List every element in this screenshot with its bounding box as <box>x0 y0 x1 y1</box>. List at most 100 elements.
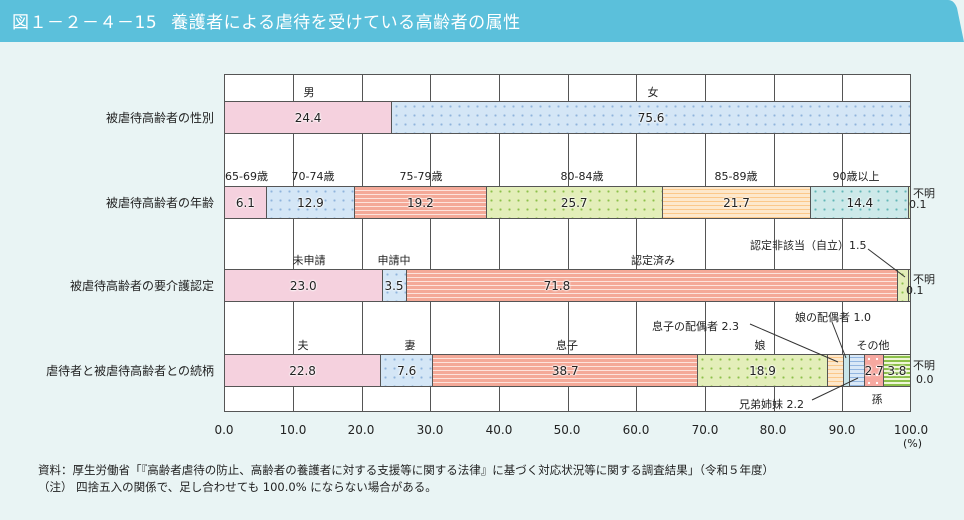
gridline <box>499 75 500 411</box>
gridline <box>293 75 294 411</box>
category-label-85-89: 85-89歳 <box>714 170 758 183</box>
annotation-care-unknown-label: 不明 <box>913 273 935 286</box>
x-tick: 40.0 <box>485 423 513 437</box>
value-label: 18.9 <box>749 363 776 378</box>
segment-son: 38.7 <box>433 355 699 386</box>
x-tick: 60.0 <box>622 423 650 437</box>
figure-number: 図１－２－４－15 <box>12 13 158 33</box>
annotation-relationship-unknown-value: 0.0 <box>916 373 934 386</box>
category-label-75-79: 75-79歳 <box>399 170 443 183</box>
row-label-care-level: 被虐待高齢者の要介護認定 <box>69 279 214 293</box>
category-label-daughter: 娘 <box>754 339 766 352</box>
segment-wife: 7.6 <box>381 355 434 386</box>
gridline <box>842 75 843 411</box>
x-tick: 50.0 <box>553 423 581 437</box>
segment-siblings <box>850 355 866 386</box>
segment-non-applicable <box>898 270 910 301</box>
bar-care-level: 23.0 3.5 71.8 <box>225 269 910 302</box>
segment-care-unknown <box>909 270 910 301</box>
figure-title-bar: 図１－２－４－15 養護者による虐待を受けている高齢者の属性 <box>0 0 964 42</box>
segment-90-plus: 14.4 <box>811 187 910 218</box>
segment-other: 3.8 <box>883 355 910 386</box>
segment-75-79: 19.2 <box>355 187 487 218</box>
x-tick: 0.0 <box>214 423 234 437</box>
value-label: 3.8 <box>887 363 907 378</box>
category-label-70-74: 70-74歳 <box>291 170 335 183</box>
value-label: 14.4 <box>846 195 874 210</box>
gridline <box>568 75 569 411</box>
figure-title: 図１－２－４－15 養護者による虐待を受けている高齢者の属性 <box>12 8 521 33</box>
value-label: 25.7 <box>560 195 588 210</box>
x-tick: 100.0 <box>893 423 929 437</box>
footnote: （注） 四捨五入の関係で、足し合わせても 100.0% にならない場合がある。 <box>38 480 437 494</box>
bar-age: 6.1 12.9 19.2 25.7 21.7 14.4 <box>225 186 910 219</box>
value-label: 3.5 <box>384 278 404 293</box>
x-tick: 80.0 <box>759 423 787 437</box>
gridline <box>430 75 431 411</box>
segment-not-applied: 23.0 <box>225 270 383 301</box>
value-label: 19.2 <box>407 195 434 210</box>
value-label: 7.6 <box>397 363 417 378</box>
annotation-age-unknown-value: 0.1 <box>909 198 927 211</box>
segment-certified: 71.8 <box>406 270 899 301</box>
segment-applying: 3.5 <box>382 270 407 301</box>
segment-daughter: 18.9 <box>698 355 828 386</box>
gridline <box>705 75 706 411</box>
value-label: 71.8 <box>543 278 571 293</box>
value-label: 24.4 <box>294 110 322 125</box>
annotation-son-spouse: 息子の配偶者 2.3 <box>652 320 739 333</box>
segment-85-89: 21.7 <box>662 187 812 218</box>
category-label-son: 息子 <box>556 339 578 352</box>
row-label-age: 被虐待高齢者の年齢 <box>105 196 214 210</box>
category-label-not-applied: 未申請 <box>292 254 326 267</box>
category-label-65-69: 65-69歳 <box>225 170 268 183</box>
annotation-non-applicable: 認定非該当（自立）1.5 <box>750 239 867 252</box>
row-label-relationship: 虐待者と被虐待高齢者との続柄 <box>46 364 214 378</box>
value-label: 75.6 <box>637 110 665 125</box>
category-label-90-plus: 90歳以上 <box>832 170 880 183</box>
value-label: 23.0 <box>289 278 317 293</box>
segment-80-84: 25.7 <box>486 187 663 218</box>
category-label-80-84: 80-84歳 <box>560 170 604 183</box>
segment-husband: 22.8 <box>225 355 382 386</box>
x-tick: 70.0 <box>691 423 719 437</box>
value-label: 6.1 <box>235 195 255 210</box>
annotation-age-unknown-label: 不明 <box>913 187 935 200</box>
x-tick: 90.0 <box>828 423 856 437</box>
segment-70-74: 12.9 <box>266 187 356 218</box>
segment-age-unknown <box>909 187 910 218</box>
category-label-wife: 妻 <box>404 339 416 352</box>
segment-son-spouse <box>827 355 844 386</box>
title-banner-shape <box>0 0 964 42</box>
segment-female: 75.6 <box>392 102 910 133</box>
category-label-grandchild: 孫 <box>871 393 883 406</box>
value-label: 38.7 <box>551 363 579 378</box>
gridline <box>774 75 775 411</box>
x-tick: 20.0 <box>347 423 375 437</box>
x-tick: 30.0 <box>416 423 444 437</box>
category-label-other: その他 <box>856 339 890 352</box>
segment-daughter-spouse <box>843 355 851 386</box>
figure-title-text: 養護者による虐待を受けている高齢者の属性 <box>171 13 521 33</box>
category-label-applying: 申請中 <box>377 254 411 267</box>
annotation-relationship-unknown-label: 不明 <box>913 359 935 372</box>
gridline <box>362 75 363 411</box>
value-label: 22.8 <box>289 363 316 378</box>
annotation-daughter-spouse: 娘の配偶者 1.0 <box>795 311 871 324</box>
annotation-care-unknown-value: 0.1 <box>906 284 924 297</box>
category-label-female: 女 <box>647 86 659 99</box>
segment-male: 24.4 <box>225 102 393 133</box>
gridline <box>636 75 637 411</box>
x-axis-unit: (%) <box>903 437 923 450</box>
value-label: 21.7 <box>723 195 750 210</box>
source-note: 資料：厚生労働省「『高齢者虐待の防止、高齢者の養護者に対する支援等に関する法律』… <box>38 463 774 477</box>
segment-65-69: 6.1 <box>225 187 267 218</box>
category-label-husband: 夫 <box>297 339 309 352</box>
category-label-certified: 認定済み <box>631 254 675 267</box>
x-tick: 10.0 <box>279 423 307 437</box>
bar-relationship: 22.8 7.6 38.7 18.9 2.7 3.8 <box>225 354 910 387</box>
category-label-male: 男 <box>303 86 315 99</box>
row-label-gender: 被虐待高齢者の性別 <box>105 111 214 125</box>
value-label: 2.7 <box>864 363 884 378</box>
bar-gender: 24.4 75.6 <box>225 101 910 134</box>
